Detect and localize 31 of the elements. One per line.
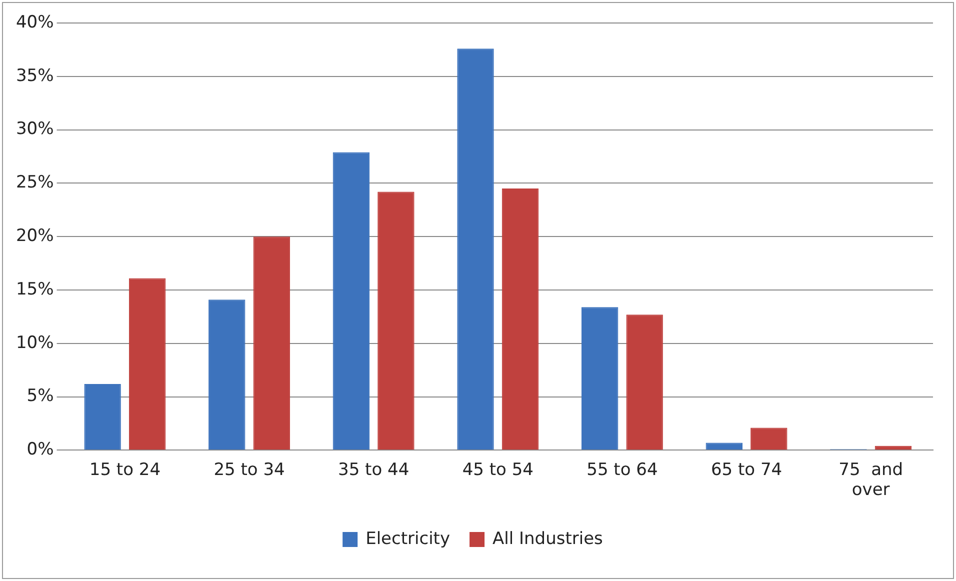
x-tick-label: 25 to 34	[214, 460, 285, 480]
bar	[84, 384, 121, 450]
x-tick-label: 45 to 54	[462, 460, 534, 480]
bar	[253, 236, 290, 450]
legend-label: Electricity	[366, 528, 450, 549]
bar	[332, 152, 370, 450]
x-tick-label: 75 and over	[838, 460, 904, 500]
y-tick-label: 25%	[16, 172, 54, 193]
bar	[581, 307, 618, 450]
y-tick-label: 0%	[26, 440, 54, 460]
bar	[208, 300, 246, 450]
bar	[502, 188, 539, 450]
bar	[750, 428, 788, 450]
x-tick-label: 55 to 64	[586, 460, 658, 480]
bar	[128, 278, 166, 450]
y-tick-label: 35%	[16, 66, 54, 86]
x-tick-label: 35 to 44	[338, 460, 410, 480]
y-tick-label: 10%	[16, 332, 54, 353]
bar	[706, 442, 742, 450]
x-tick-label: 15 to 24	[89, 460, 161, 480]
bar	[874, 446, 912, 450]
bar	[457, 48, 494, 450]
x-tick-label: 65 to 74	[710, 460, 782, 480]
y-tick-label: 5%	[26, 386, 54, 406]
legend-label: All Industries	[492, 528, 604, 549]
y-tick-label: 30%	[16, 119, 54, 140]
y-tick-label: 20%	[16, 226, 54, 246]
y-tick-label: 15%	[16, 279, 54, 300]
bar	[378, 192, 414, 450]
bar	[626, 314, 663, 450]
y-tick-label: 40%	[16, 12, 54, 32]
